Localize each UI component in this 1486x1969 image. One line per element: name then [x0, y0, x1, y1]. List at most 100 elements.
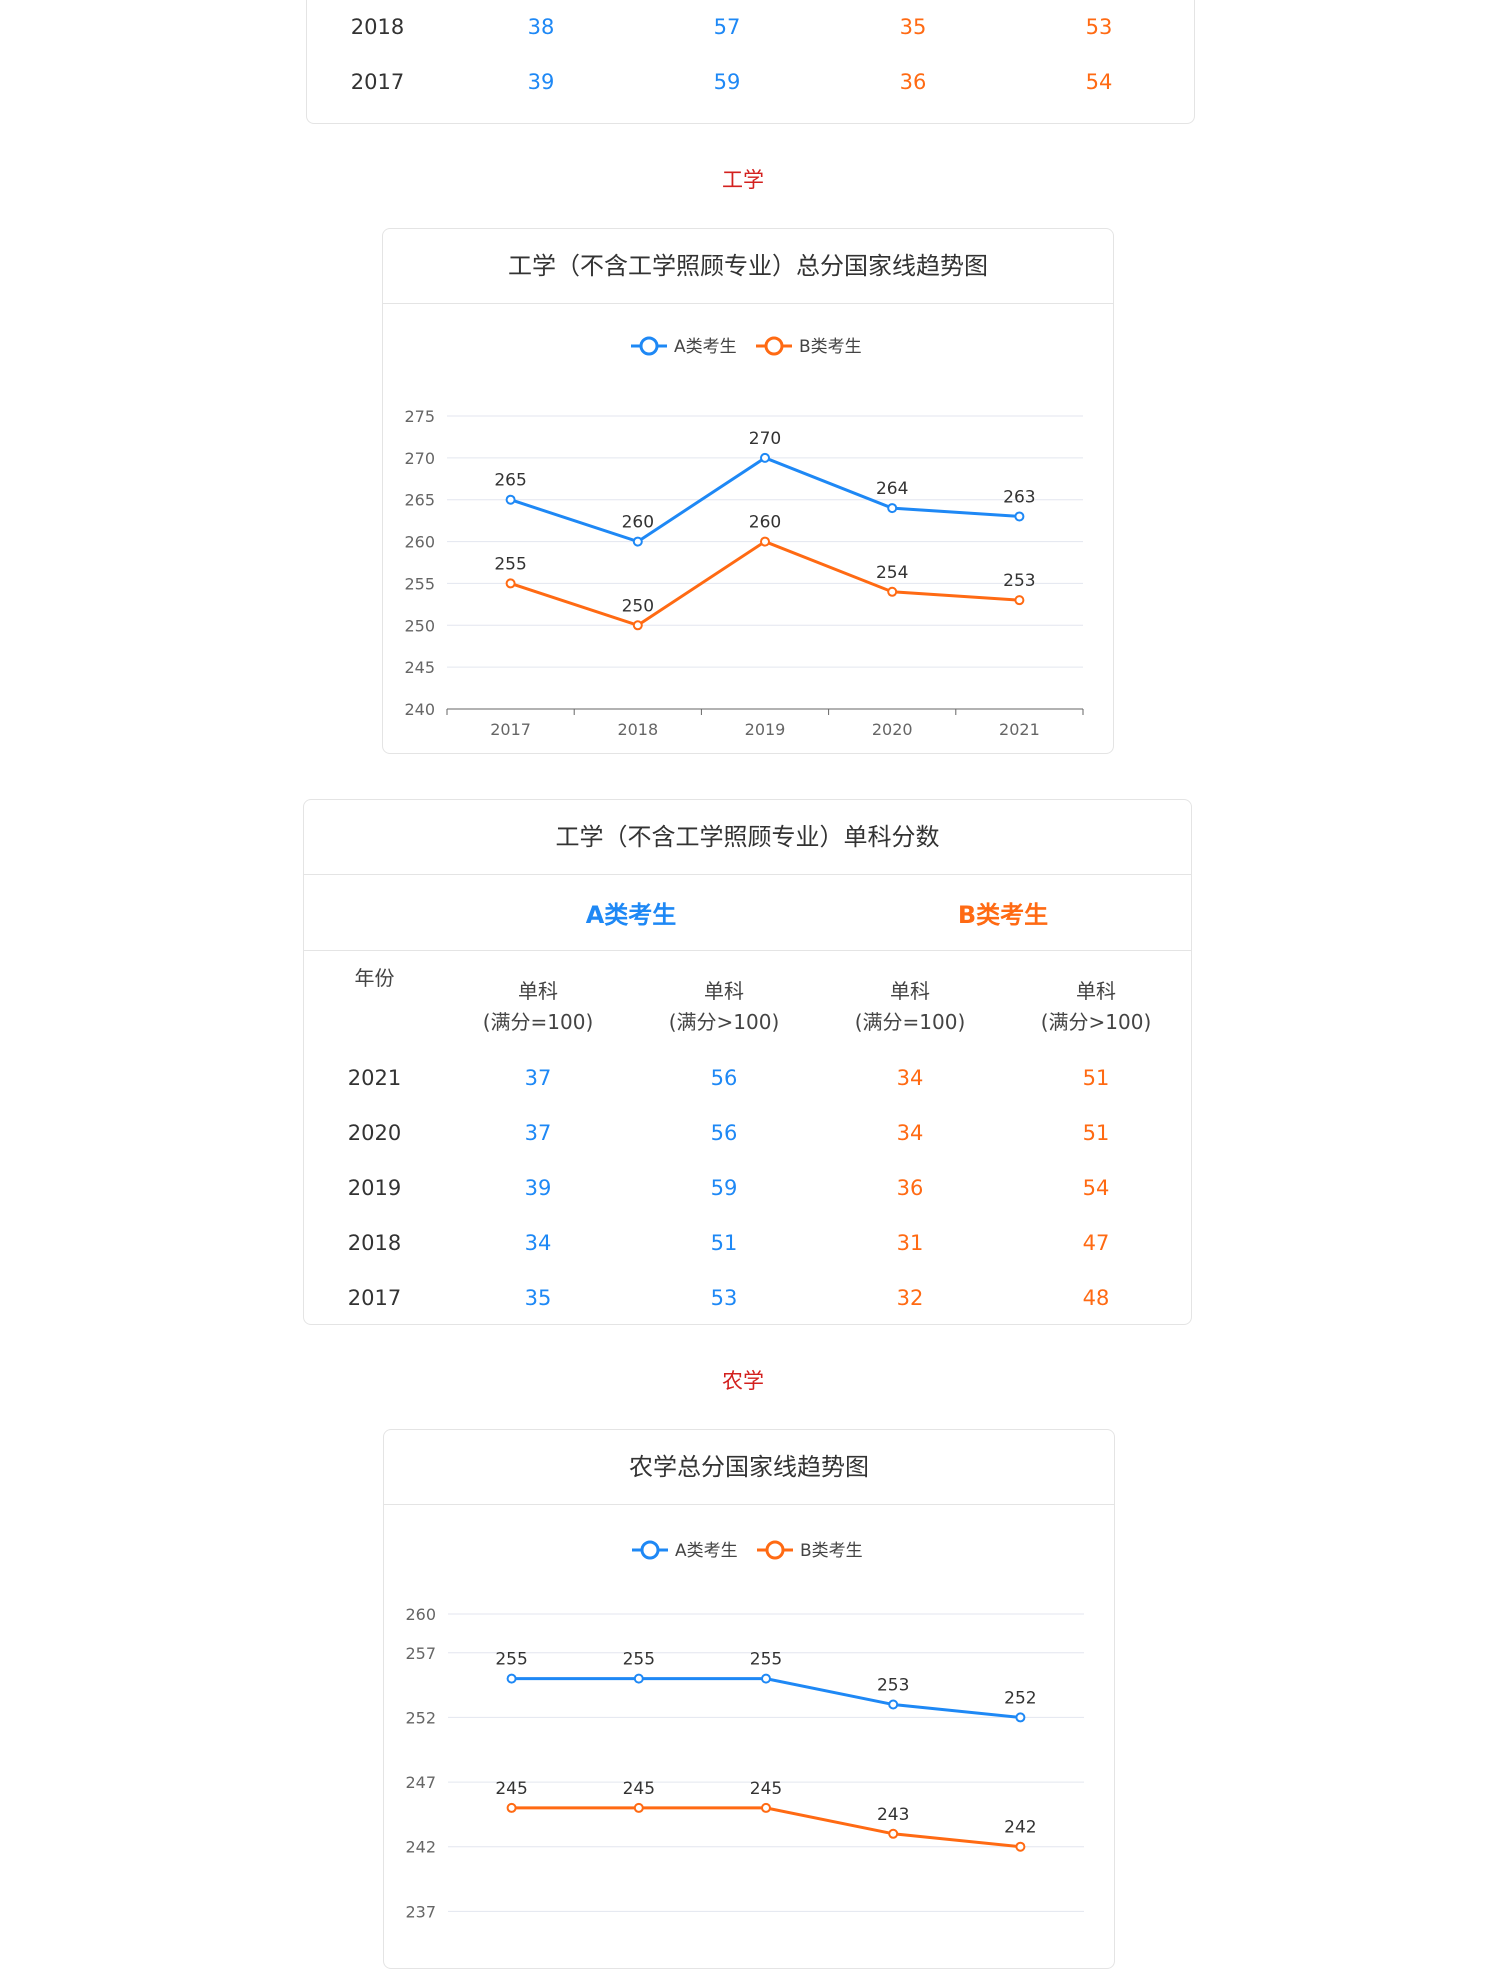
series-line — [511, 1806, 1021, 1849]
x-tick-label: 2019 — [745, 720, 786, 739]
table-cell-b1: 35 — [899, 15, 927, 39]
data-point — [1014, 595, 1025, 606]
x-tick-label: 2021 — [999, 720, 1040, 739]
table-cell-a2: 51 — [710, 1231, 738, 1255]
data-label: 270 — [749, 429, 781, 449]
engineering-score-table: 工学（不含工学照顾专业）单科分数 A类考生 B类考生 年份 单科 (满分=100)… — [303, 799, 1192, 1325]
table-cell-year: 2020 — [347, 1121, 402, 1145]
y-tick-label: 260 — [405, 1605, 436, 1624]
table-cell-a1: 37 — [524, 1121, 552, 1145]
table-cell-a2: 56 — [710, 1066, 738, 1090]
data-point — [888, 1699, 899, 1710]
data-point — [633, 1673, 644, 1684]
header-b-over100: 单科 (满分>100) — [1003, 976, 1189, 1038]
data-point — [761, 1802, 771, 1813]
table-cell-a2: 57 — [713, 15, 741, 39]
data-point — [506, 1673, 517, 1684]
legend-label: B类考生 — [799, 337, 862, 357]
y-tick-label: 265 — [404, 491, 435, 510]
header-year: 年份 — [354, 966, 395, 990]
data-label: 264 — [876, 479, 908, 499]
agriculture-chart-card: 农学总分国家线趋势图 A类考生B类考生232237242247252257260… — [383, 1429, 1115, 1969]
legend-label: A类考生 — [675, 1541, 738, 1561]
x-tick-label: 2020 — [872, 720, 913, 739]
chart-title: 工学（不含工学照顾专业）总分国家线趋势图 — [383, 229, 1113, 304]
data-point — [1015, 1712, 1026, 1723]
header-text: 单科 — [704, 979, 744, 1003]
data-point — [632, 620, 643, 631]
table-cell-a1: 37 — [524, 1066, 552, 1090]
y-tick-label: 255 — [404, 574, 435, 593]
table-cell-a1: 35 — [524, 1286, 552, 1310]
top-score-table: 2018 38 57 35 53 2017 39 59 36 54 — [306, 0, 1195, 124]
table-cell-b1: 36 — [896, 1176, 924, 1200]
table-title: 工学（不含工学照顾专业）单科分数 — [304, 800, 1191, 875]
table-cell-b2: 53 — [1085, 15, 1113, 39]
chart-title: 农学总分国家线趋势图 — [384, 1430, 1114, 1505]
y-tick-label: 275 — [404, 407, 435, 426]
column-header-row: 年份 单科 (满分=100) 单科 (满分>100) 单科 (满分=100) 单科 (满… — [304, 951, 1191, 1051]
y-tick-label: 242 — [405, 1838, 436, 1857]
data-point — [632, 536, 643, 547]
table-cell-a1: 39 — [527, 70, 555, 94]
legend-marker — [639, 336, 659, 356]
y-tick-label: 237 — [405, 1902, 436, 1921]
top-table-rows: 2018 38 57 35 53 2017 39 59 36 54 — [307, 0, 1194, 110]
table-cell-b1: 36 — [899, 70, 927, 94]
table-cell-b2: 54 — [1082, 1176, 1110, 1200]
data-point — [888, 1828, 899, 1839]
engineering-line-chart: A类考生 B类考生 240 245 250 255 260 265 270 275 2017 2018… — [404, 336, 1084, 739]
y-tick-label: 252 — [405, 1708, 436, 1727]
legend-label: A类考生 — [674, 337, 737, 357]
header-text: (满分=100) — [482, 1010, 594, 1034]
section-heading-engineering: 工学 — [722, 168, 764, 192]
data-label: 245 — [495, 1779, 527, 1799]
data-point — [1015, 1841, 1026, 1852]
data-label: 243 — [877, 1805, 909, 1825]
header-text: 单科 — [890, 979, 930, 1003]
data-label: 255 — [623, 1650, 655, 1670]
table-cell-b1: 32 — [896, 1286, 924, 1310]
data-label: 253 — [877, 1676, 909, 1696]
table-cell-a2: 53 — [710, 1286, 738, 1310]
y-tick-label: 247 — [405, 1773, 436, 1792]
data-point — [760, 536, 770, 547]
data-point — [1014, 511, 1025, 522]
header-text: 单科 — [518, 979, 558, 1003]
header-text: (满分>100) — [1040, 1010, 1152, 1034]
y-tick-label: 250 — [404, 616, 435, 635]
table-cell-b2: 48 — [1082, 1286, 1110, 1310]
data-label: 245 — [623, 1779, 655, 1799]
table-cell-year: 2021 — [347, 1066, 402, 1090]
data-label: 245 — [750, 1779, 782, 1799]
data-point — [505, 494, 516, 505]
table-cell-a2: 56 — [710, 1121, 738, 1145]
x-tick-label: 2018 — [617, 720, 658, 739]
table-body: 2021 37 56 34 51 2020 37 56 34 51 2019 39 59 36 54 2018… — [304, 1051, 1191, 1326]
series-line — [511, 1677, 1021, 1719]
section-heading-agriculture: 农学 — [722, 1369, 764, 1393]
y-tick-label: 270 — [404, 449, 435, 468]
y-tick-label: 240 — [404, 700, 435, 719]
table-cell-year: 2018 — [350, 15, 405, 39]
data-point — [505, 578, 516, 589]
table-cell-a2: 59 — [713, 70, 741, 94]
header-text: (满分>100) — [668, 1010, 780, 1034]
data-point — [760, 452, 770, 463]
table-cell-b2: 51 — [1082, 1066, 1110, 1090]
y-tick-label: 245 — [404, 658, 435, 677]
y-tick-label: 257 — [405, 1644, 436, 1663]
y-tick-label: 260 — [404, 533, 435, 552]
group-b-label: B类考生 — [957, 901, 1049, 929]
table-cell-year: 2017 — [350, 70, 405, 94]
x-tick-label: 2017 — [490, 720, 531, 739]
data-label: 252 — [1004, 1688, 1036, 1708]
legend-marker — [764, 336, 784, 356]
data-label: 260 — [622, 513, 654, 533]
data-label: 265 — [494, 471, 526, 491]
legend-marker — [640, 1540, 660, 1560]
header-a-over100: 单科 (满分>100) — [631, 976, 817, 1038]
data-label: 254 — [876, 563, 908, 583]
table-cell-b2: 47 — [1082, 1231, 1110, 1255]
table-cell-a1: 34 — [524, 1231, 552, 1255]
